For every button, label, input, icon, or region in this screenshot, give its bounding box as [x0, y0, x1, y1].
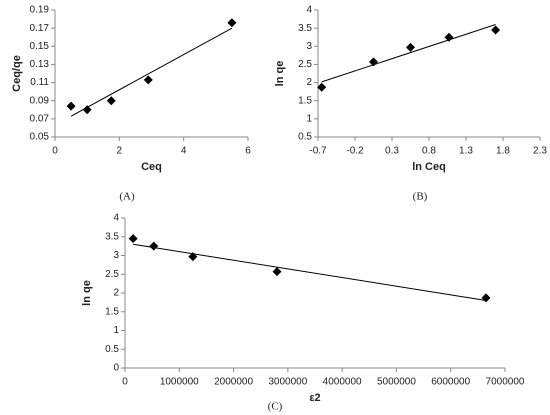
y-tick-label: 1	[306, 113, 312, 124]
y-tick-label: 3.5	[105, 231, 119, 242]
y-tick-label: 1.5	[105, 306, 119, 317]
x-tick-label: -0.7	[309, 146, 327, 157]
point	[143, 75, 153, 85]
point	[406, 42, 415, 52]
y-tick-label: 3	[113, 250, 119, 261]
y-tick-label: 2	[113, 288, 119, 299]
point	[106, 96, 116, 106]
y-tick-label: 3	[306, 41, 312, 52]
x-tick-label: 2000000	[214, 377, 253, 388]
panel-label: (C)	[268, 401, 283, 413]
x-tick-label: 0	[122, 377, 128, 388]
x-tick-label: -0.2	[346, 146, 364, 157]
y-tick-label: 1	[113, 325, 119, 336]
point	[481, 293, 491, 303]
x-tick-label: 0.8	[422, 146, 436, 157]
panel-label: (A)	[119, 191, 135, 203]
y-tick-label: 0.5	[105, 344, 119, 355]
x-axis-label: ln Ceq	[412, 161, 446, 173]
point	[149, 241, 159, 251]
y-axis-label: Ceq/qe	[11, 55, 23, 92]
y-tick-label: 0.07	[30, 113, 50, 124]
point	[491, 25, 501, 35]
x-tick-label: 0	[52, 146, 58, 157]
x-tick-label: 2	[117, 146, 123, 157]
point	[444, 32, 454, 42]
y-tick-label: 2	[306, 77, 312, 88]
y-tick-label: 0.17	[30, 23, 50, 34]
y-tick-label: 4	[306, 5, 312, 16]
trendline	[321, 24, 496, 83]
x-tick-label: 1.3	[459, 146, 473, 157]
x-tick-label: 4000000	[323, 377, 362, 388]
point	[227, 18, 237, 28]
y-tick-label: 2.5	[298, 59, 312, 70]
y-tick-label: 0.11	[30, 77, 49, 88]
trendline	[70, 27, 233, 117]
y-axis-label: ln qe	[274, 61, 286, 87]
point	[317, 82, 327, 92]
point	[369, 57, 378, 67]
y-tick-label: 4	[113, 213, 119, 224]
x-axis-label: Ceq	[141, 161, 162, 173]
point	[66, 101, 76, 111]
y-tick-label: 2.5	[105, 269, 119, 280]
x-tick-label: 2.3	[533, 146, 547, 157]
x-tick-label: 6000000	[431, 377, 470, 388]
point	[82, 105, 92, 115]
x-tick-label: 0.3	[385, 146, 399, 157]
x-tick-label: 1.8	[496, 146, 510, 157]
point	[272, 267, 282, 277]
panel-label: (B)	[413, 191, 428, 203]
y-tick-label: 0.19	[30, 5, 50, 16]
y-tick-label: 0	[113, 363, 119, 374]
y-tick-label: 1.5	[298, 95, 312, 106]
trendline	[133, 243, 487, 301]
x-tick-label: 4	[181, 146, 187, 157]
x-tick-label: 3000000	[268, 377, 307, 388]
x-axis-label: ε2	[309, 392, 320, 404]
point	[128, 234, 138, 244]
x-tick-label: 1000000	[160, 377, 199, 388]
y-tick-label: 3.5	[298, 23, 312, 34]
point	[188, 252, 198, 262]
y-tick-label: 0.13	[30, 59, 50, 70]
y-tick-label: 0.5	[298, 132, 312, 143]
y-axis-label: ln qe	[81, 280, 93, 306]
y-tick-label: 0.05	[30, 132, 50, 143]
y-tick-label: 0.15	[30, 41, 50, 52]
x-tick-label: 5000000	[377, 377, 416, 388]
y-tick-label: 0.09	[30, 95, 50, 106]
x-tick-label: 7000000	[486, 377, 525, 388]
x-tick-label: 6	[245, 146, 251, 157]
